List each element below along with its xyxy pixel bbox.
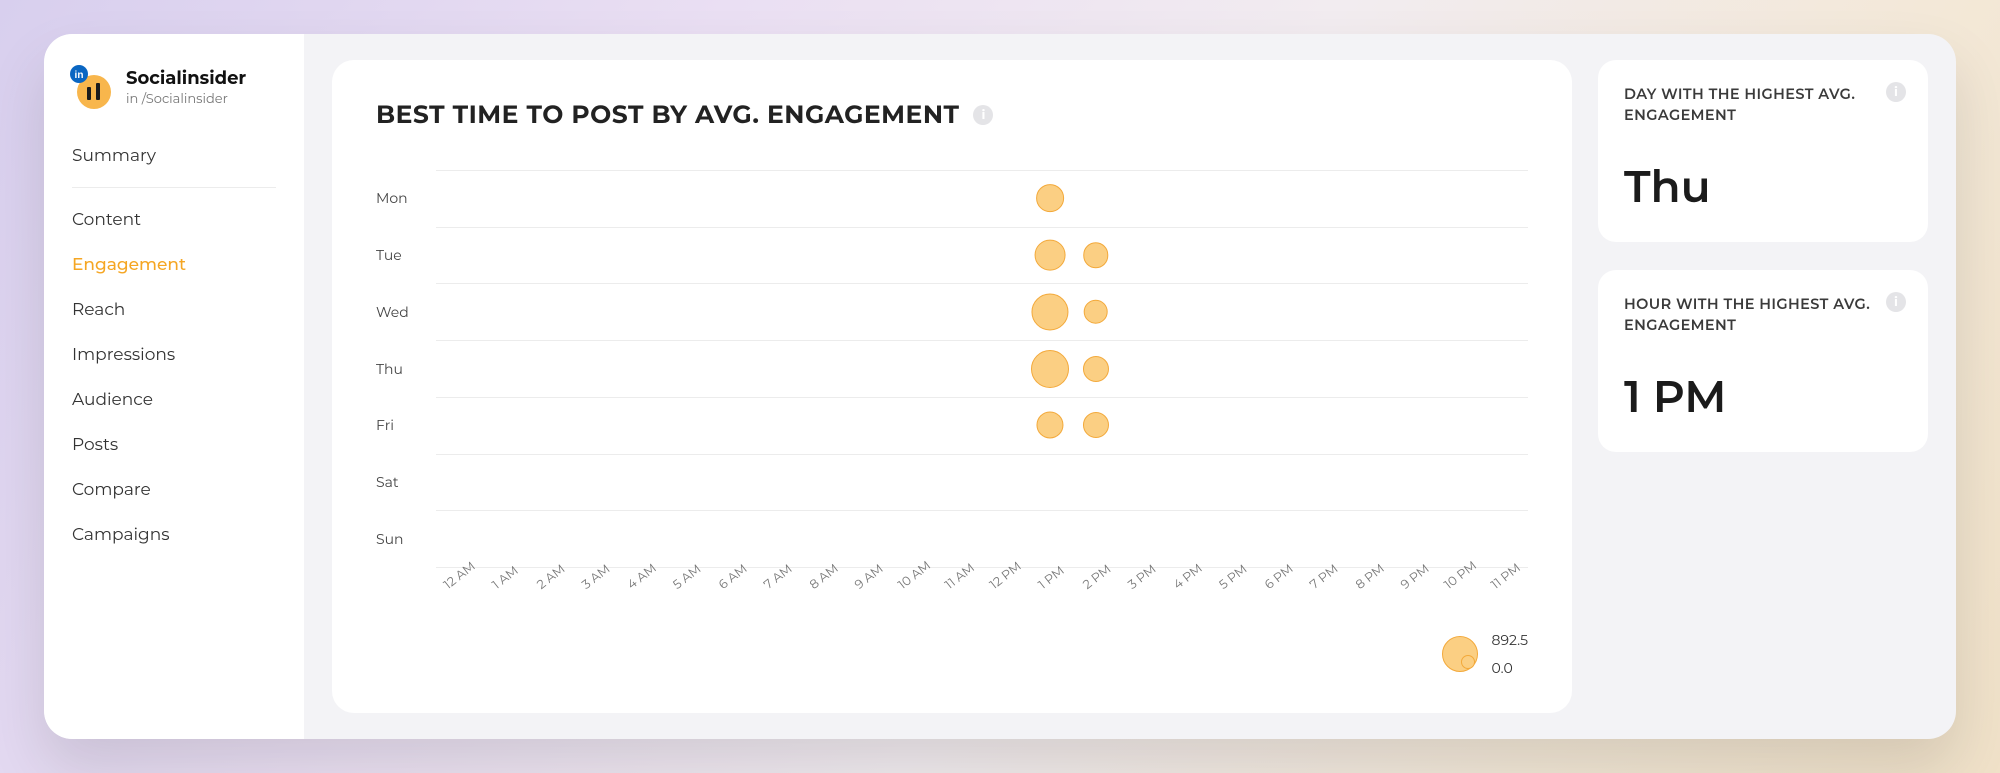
svg-text:in: in bbox=[75, 70, 84, 81]
bubble-point[interactable] bbox=[1032, 293, 1069, 330]
app-window: in Socialinsider in /Socialinsider Summa… bbox=[44, 34, 1956, 739]
gridline bbox=[436, 227, 1528, 228]
sidebar-divider bbox=[72, 187, 276, 188]
best-day-card: DAY WITH THE HIGHEST AVG. ENGAGEMENT i T… bbox=[1598, 60, 1928, 242]
sidebar-item-summary[interactable]: Summary bbox=[44, 134, 304, 183]
y-axis-label: Fri bbox=[376, 397, 428, 454]
best-day-value: Thu bbox=[1624, 160, 1902, 214]
bubble-point[interactable] bbox=[1037, 412, 1064, 439]
x-axis-label: 1 PM bbox=[1036, 563, 1068, 592]
y-axis: MonTueWedThuFriSatSun bbox=[376, 170, 428, 567]
bubble-point[interactable] bbox=[1083, 412, 1109, 438]
y-axis-label: Sun bbox=[376, 510, 428, 567]
chart-plot bbox=[436, 170, 1528, 567]
bubble-point[interactable] bbox=[1083, 299, 1108, 324]
x-axis-label: 3 AM bbox=[580, 562, 614, 593]
chart-area: MonTueWedThuFriSatSun 12 AM1 AM2 AM3 AM4… bbox=[376, 170, 1528, 677]
x-axis-label: 1 AM bbox=[490, 563, 522, 592]
gridline bbox=[436, 283, 1528, 284]
chart-title: BEST TIME TO POST BY AVG. ENGAGEMENT bbox=[376, 100, 959, 130]
stat-cards: DAY WITH THE HIGHEST AVG. ENGAGEMENT i T… bbox=[1598, 60, 1928, 713]
x-axis-label: 6 PM bbox=[1262, 561, 1296, 592]
bubble-point[interactable] bbox=[1083, 242, 1108, 267]
x-axis-label: 5 AM bbox=[671, 562, 705, 593]
bubble-point[interactable] bbox=[1083, 355, 1109, 381]
sidebar-item-reach[interactable]: Reach bbox=[44, 288, 304, 333]
sidebar-nav: Summary ContentEngagementReachImpression… bbox=[44, 120, 304, 572]
sidebar-item-content[interactable]: Content bbox=[44, 198, 304, 243]
info-icon[interactable]: i bbox=[1886, 82, 1906, 102]
brand-block: in Socialinsider in /Socialinsider bbox=[44, 64, 304, 120]
best-hour-label: HOUR WITH THE HIGHEST AVG. ENGAGEMENT bbox=[1624, 294, 1902, 336]
main-content: BEST TIME TO POST BY AVG. ENGAGEMENT i M… bbox=[304, 34, 1956, 739]
best-hour-value: 1 PM bbox=[1624, 370, 1902, 424]
gridline bbox=[436, 170, 1528, 171]
gridline bbox=[436, 510, 1528, 511]
best-hour-card: HOUR WITH THE HIGHEST AVG. ENGAGEMENT i … bbox=[1598, 270, 1928, 452]
y-axis-label: Thu bbox=[376, 340, 428, 397]
x-axis-label: 5 PM bbox=[1217, 562, 1251, 593]
chart-legend: 892.5 0.0 bbox=[1438, 631, 1528, 677]
bubble-point[interactable] bbox=[1031, 350, 1069, 388]
chart-grid: MonTueWedThuFriSatSun bbox=[376, 170, 1528, 567]
y-axis-label: Mon bbox=[376, 170, 428, 227]
sidebar-item-compare[interactable]: Compare bbox=[44, 468, 304, 513]
best-day-label: DAY WITH THE HIGHEST AVG. ENGAGEMENT bbox=[1624, 84, 1902, 126]
brand-logo: in bbox=[68, 64, 114, 110]
sidebar-item-audience[interactable]: Audience bbox=[44, 378, 304, 423]
gridline bbox=[436, 397, 1528, 398]
sidebar-item-posts[interactable]: Posts bbox=[44, 423, 304, 468]
info-icon[interactable]: i bbox=[973, 105, 993, 125]
x-axis-label: 2 PM bbox=[1080, 562, 1114, 593]
x-axis-label: 9 PM bbox=[1398, 561, 1432, 592]
x-axis-label: 6 AM bbox=[716, 561, 750, 592]
info-icon[interactable]: i bbox=[1886, 292, 1906, 312]
legend-bubbles bbox=[1438, 632, 1482, 676]
legend-min: 0.0 bbox=[1492, 659, 1528, 677]
brand-name: Socialinsider bbox=[126, 67, 246, 89]
bubble-point[interactable] bbox=[1036, 184, 1064, 212]
x-axis-label: 2 AM bbox=[534, 562, 568, 593]
sidebar-item-impressions[interactable]: Impressions bbox=[44, 333, 304, 378]
y-axis-label: Wed bbox=[376, 283, 428, 340]
gridline bbox=[436, 340, 1528, 341]
bubble-point[interactable] bbox=[1035, 240, 1066, 271]
x-axis-label: 3 PM bbox=[1126, 562, 1160, 593]
sidebar-item-campaigns[interactable]: Campaigns bbox=[44, 513, 304, 558]
x-axis-label: 9 AM bbox=[852, 561, 886, 592]
y-axis-label: Tue bbox=[376, 227, 428, 284]
brand-handle: in /Socialinsider bbox=[126, 91, 246, 107]
legend-max: 892.5 bbox=[1492, 631, 1528, 649]
gridline bbox=[436, 454, 1528, 455]
sidebar-item-engagement[interactable]: Engagement bbox=[44, 243, 304, 288]
chart-card: BEST TIME TO POST BY AVG. ENGAGEMENT i M… bbox=[332, 60, 1572, 713]
x-axis-label: 7 PM bbox=[1308, 562, 1342, 593]
sidebar: in Socialinsider in /Socialinsider Summa… bbox=[44, 34, 304, 739]
y-axis-label: Sat bbox=[376, 454, 428, 511]
x-axis-label: 7 AM bbox=[761, 562, 795, 593]
x-axis: 12 AM1 AM2 AM3 AM4 AM5 AM6 AM7 AM8 AM9 A… bbox=[436, 567, 1528, 613]
